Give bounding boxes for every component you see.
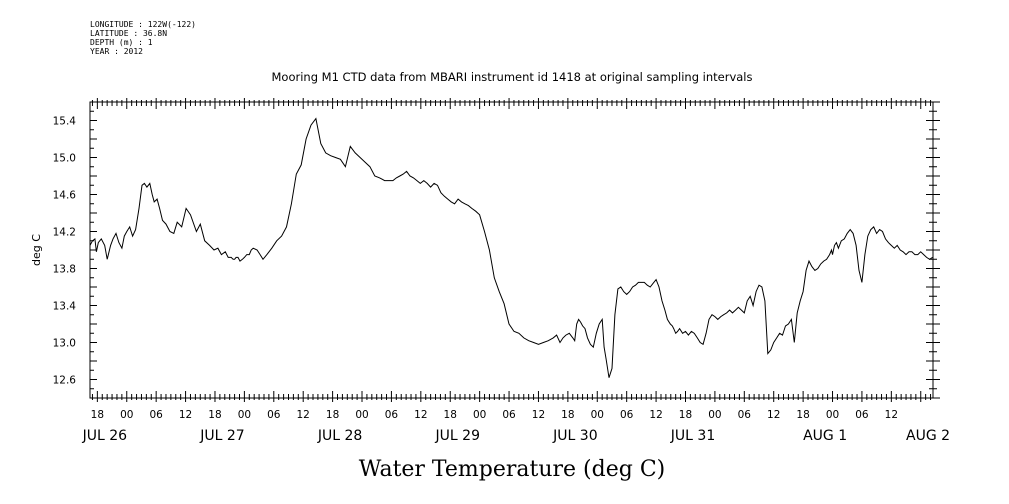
x-hour-label: 06: [149, 409, 163, 421]
temperature-series-line: [89, 117, 933, 378]
x-hour-label: 06: [620, 409, 634, 421]
x-hour-label: 12: [414, 409, 427, 421]
x-hour-label: 00: [708, 409, 721, 421]
x-hour-label: 12: [297, 409, 310, 421]
y-axis: 12.6 13.0 13.4 13.8 14.2 14.6 15.0 15.4: [53, 101, 940, 399]
x-date-label: JUL 28: [317, 428, 362, 444]
y-tick-label: 13.0: [53, 338, 76, 350]
x-hour-label: 06: [267, 409, 281, 421]
year-label: YEAR : 2012: [90, 47, 143, 56]
y-axis-label: deg C: [30, 234, 43, 266]
x-date-label: JUL 26: [82, 428, 128, 444]
longitude-label: LONGITUDE : 122W(-122): [90, 20, 196, 29]
x-hour-label: 00: [473, 409, 486, 421]
x-hour-label: 12: [179, 409, 192, 421]
depth-label: DEPTH (m) : 1: [90, 38, 153, 47]
x-date-label: JUL 30: [552, 428, 597, 444]
x-hour-label: 18: [796, 409, 809, 421]
x-date-label: JUL 29: [435, 428, 480, 444]
x-hour-label: 06: [855, 409, 869, 421]
x-hour-label: 12: [885, 409, 898, 421]
y-tick-label: 14.2: [53, 227, 76, 239]
y-tick-label: 14.6: [53, 190, 77, 202]
x-hour-label: 12: [532, 409, 545, 421]
x-date-label: JUL 31: [670, 428, 715, 444]
x-hour-label: 06: [502, 409, 516, 421]
x-hour-label: 00: [355, 409, 368, 421]
x-axis: 18 00 06 12 18 00 06 12 18 00 06 12 18 00 06 12 18 00 06 12…: [82, 98, 950, 444]
x-hour-label: 18: [679, 409, 692, 421]
chart-title: Mooring M1 CTD data from MBARI instrumen…: [272, 70, 753, 84]
x-hour-label: 18: [326, 409, 339, 421]
x-hour-label: 18: [91, 409, 104, 421]
x-hour-label: 06: [738, 409, 752, 421]
x-date-label: AUG 2: [906, 428, 950, 444]
x-hour-label: 06: [385, 409, 399, 421]
y-tick-label: 15.4: [53, 116, 77, 128]
x-hour-label: 00: [591, 409, 604, 421]
x-hour-label: 18: [444, 409, 457, 421]
metadata-block: LONGITUDE : 122W(-122) LATITUDE : 36.8N …: [90, 20, 196, 56]
y-tick-label: 13.4: [53, 301, 77, 313]
x-date-label: JUL 27: [199, 428, 244, 444]
x-date-label: AUG 1: [803, 428, 847, 444]
latitude-label: LATITUDE : 36.8N: [90, 29, 168, 38]
x-hour-label: 12: [767, 409, 780, 421]
x-axis-label: Water Temperature (deg C): [359, 457, 666, 482]
x-hour-label: 12: [649, 409, 662, 421]
x-hour-label: 00: [238, 409, 251, 421]
y-tick-label: 15.0: [53, 153, 76, 165]
y-tick-label: 13.8: [53, 264, 76, 276]
x-hour-label: 18: [561, 409, 574, 421]
plot-frame: [89, 101, 934, 399]
x-hour-label: 00: [120, 409, 133, 421]
x-hour-label: 00: [826, 409, 839, 421]
y-tick-label: 12.6: [53, 375, 77, 387]
x-hour-label: 18: [208, 409, 221, 421]
